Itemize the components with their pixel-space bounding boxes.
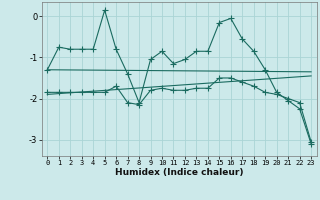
X-axis label: Humidex (Indice chaleur): Humidex (Indice chaleur) [115,168,244,177]
